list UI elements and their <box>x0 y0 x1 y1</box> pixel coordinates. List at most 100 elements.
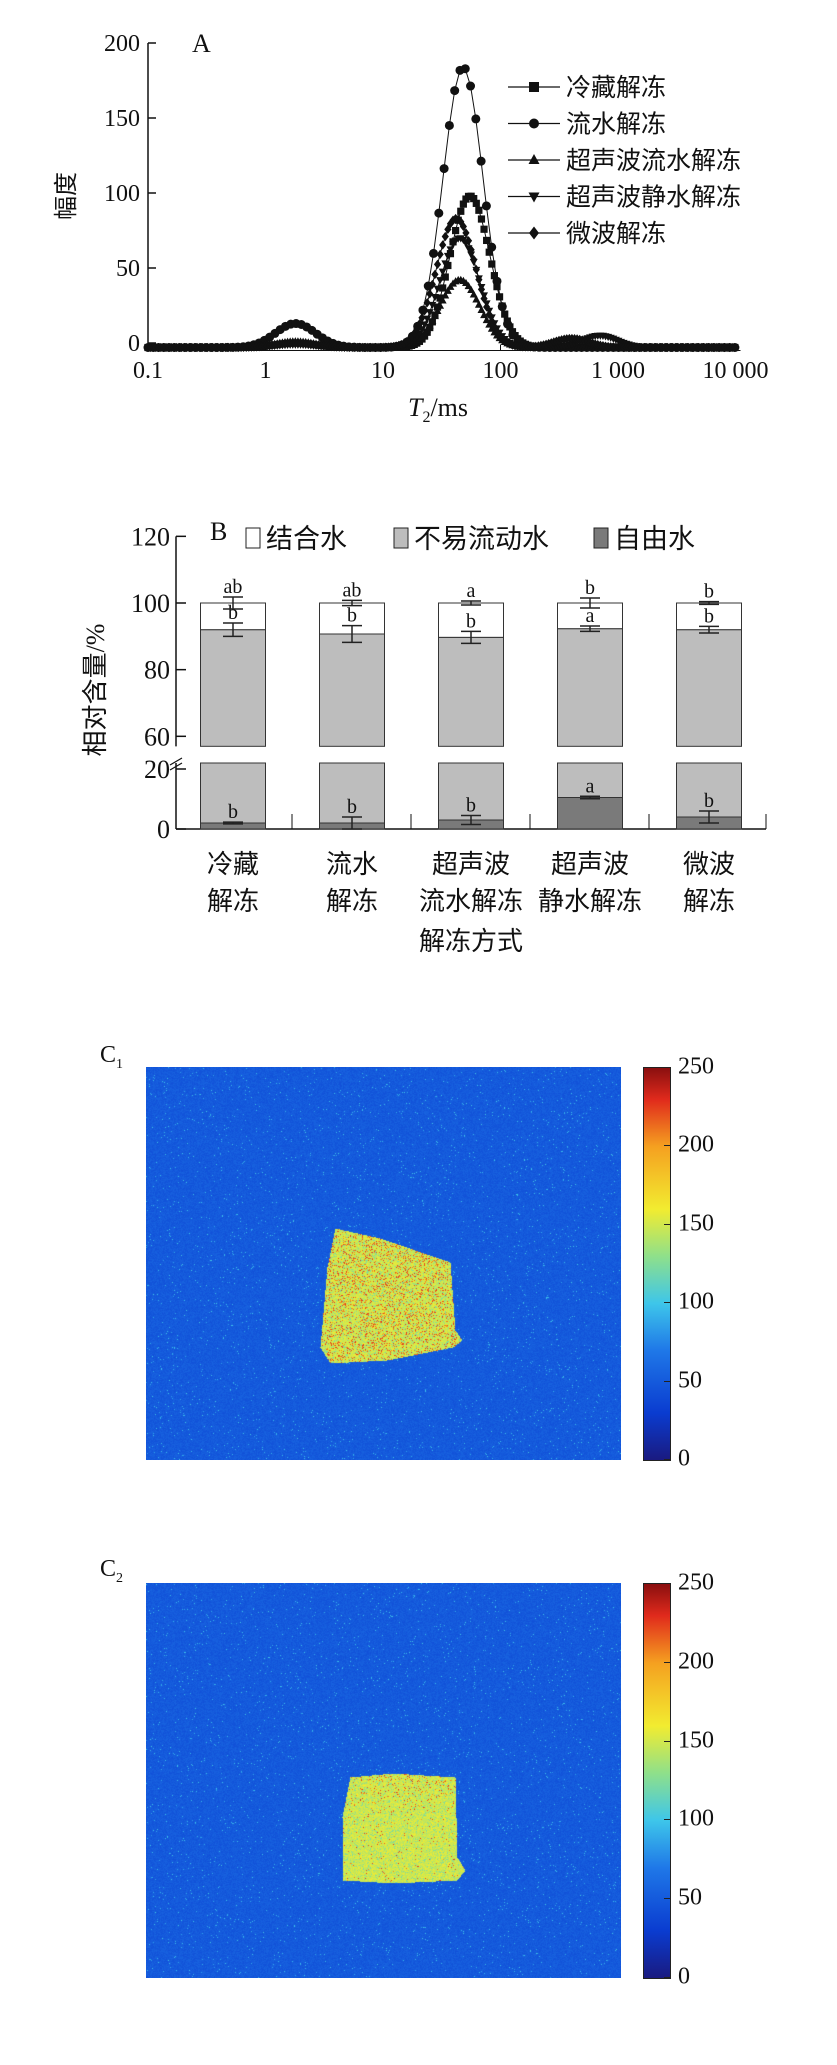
significance-letter: a <box>467 580 476 602</box>
error-bar <box>461 814 481 826</box>
category-label: 超声波 <box>551 850 629 879</box>
mri-image-c1 <box>146 1067 621 1460</box>
bar-segment-immobile <box>319 762 385 824</box>
data-point <box>444 224 452 235</box>
data-point <box>449 215 457 225</box>
colorbar-tick-label: 200 <box>678 1131 714 1158</box>
data-point <box>418 313 426 323</box>
y-axis-label-a: 幅度 <box>53 172 80 220</box>
data-point <box>485 309 493 320</box>
chart-b: B 0206080100120冷藏解冻流水解冻超声波流水解冻超声波静水解冻微波解… <box>81 517 767 956</box>
legend-swatch <box>393 527 409 549</box>
data-point <box>436 301 445 309</box>
y-tick-label: 120 <box>131 522 170 551</box>
mri-image-c2 <box>146 1583 621 1978</box>
data-point <box>444 261 452 270</box>
colorbar-tick-label: 100 <box>678 1805 714 1832</box>
significance-letter: b <box>228 602 238 624</box>
x-tick-label: 0.1 <box>133 358 163 384</box>
category-label: 流水解冻 <box>419 887 523 916</box>
data-point <box>413 324 421 334</box>
bar-segment-immobile <box>676 629 742 747</box>
error-bar <box>580 795 600 800</box>
bar-segment-immobile <box>438 762 504 821</box>
data-point <box>472 295 481 303</box>
error-bar <box>699 810 719 824</box>
data-point <box>400 338 408 349</box>
legend-marker-triangle-up <box>528 154 540 164</box>
y-tick-label: 60 <box>144 722 170 751</box>
data-point <box>430 294 439 302</box>
panel-label-a: A <box>192 29 211 58</box>
category-label: 解冻 <box>207 887 259 916</box>
data-point <box>470 254 478 265</box>
panel-label-c1: C1 <box>100 1042 124 1072</box>
axis-break-icon <box>169 757 183 771</box>
data-point <box>485 248 493 256</box>
data-point <box>433 306 442 315</box>
data-point <box>477 215 486 223</box>
legend-marker-square <box>529 82 539 92</box>
chart-a: A 0 50 100 150 200 0.1 1 10 100 1 000 10 000 冷藏解冻流… <box>53 29 769 426</box>
colorbar-c2 <box>643 1583 671 1979</box>
significance-letter: b <box>466 610 476 632</box>
data-point <box>430 311 439 320</box>
data-point <box>493 326 501 337</box>
colorbar-tick <box>664 1898 670 1900</box>
category-label: 流水 <box>326 850 378 879</box>
data-point <box>508 330 518 340</box>
data-point <box>426 289 434 299</box>
data-point <box>420 332 429 340</box>
data-point <box>434 208 444 218</box>
category-label: 冷藏 <box>207 850 259 879</box>
data-point <box>452 226 460 235</box>
colorbar-c1 <box>643 1067 671 1461</box>
x-tick-label: 1 <box>260 358 272 384</box>
data-point <box>483 236 491 245</box>
significance-letter: b <box>347 796 357 818</box>
colorbar-tick-label: 150 <box>678 1210 714 1237</box>
y-tick-label: 50 <box>116 256 140 282</box>
data-point <box>474 300 483 308</box>
data-point <box>436 277 445 285</box>
colorbar-tick-label: 0 <box>678 1963 690 1990</box>
data-point <box>467 251 476 259</box>
data-point <box>503 319 513 329</box>
data-point <box>459 200 467 208</box>
data-point <box>731 342 739 353</box>
data-point <box>444 120 454 130</box>
colorbar-tick <box>664 1459 670 1460</box>
significance-letter: a <box>586 775 595 797</box>
data-point <box>438 268 447 276</box>
error-bar <box>699 625 719 634</box>
error-bar <box>223 596 243 610</box>
bar-group: b b ab <box>319 579 385 830</box>
colorbar-tick <box>664 1661 670 1663</box>
colorbar-tick <box>664 1380 670 1382</box>
colorbar-tick-label: 250 <box>678 1053 714 1080</box>
bar-group: b b ab <box>200 576 266 830</box>
x-tick-label: 10 <box>371 358 395 384</box>
data-point <box>466 81 476 91</box>
data-point <box>439 240 447 250</box>
y-tick-label: 100 <box>131 589 170 618</box>
data-point <box>488 260 496 268</box>
data-point <box>436 249 444 260</box>
legend-label: 流水解冻 <box>566 111 666 139</box>
data-point <box>490 322 498 332</box>
data-point <box>457 217 465 227</box>
legend-marker-triangle-down <box>528 192 540 203</box>
colorbar-tick <box>664 1740 670 1742</box>
significance-letter: b <box>704 581 714 603</box>
y-tick-label: 100 <box>104 181 140 207</box>
data-point <box>490 272 498 280</box>
colorbar-tick-label: 100 <box>678 1288 714 1315</box>
x-axis-label-a: T2/ms <box>408 393 468 426</box>
colorbar-tick-label: 200 <box>678 1648 714 1675</box>
data-point <box>475 206 483 214</box>
data-point <box>436 294 444 302</box>
bar-group: bba <box>438 580 504 830</box>
data-point <box>480 293 488 304</box>
legend-swatch <box>245 527 261 549</box>
data-point <box>433 285 442 293</box>
